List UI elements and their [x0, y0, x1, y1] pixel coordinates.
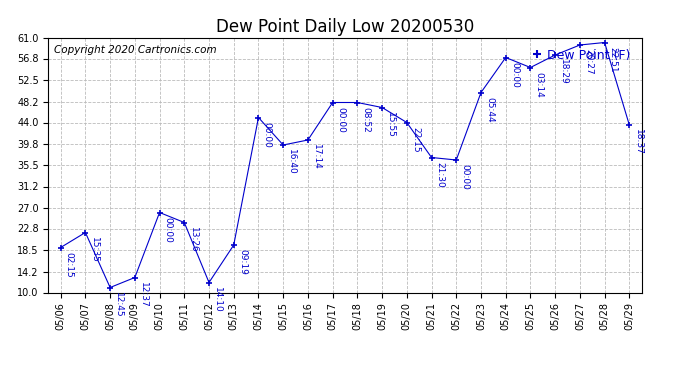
Text: 18:37: 18:37	[633, 129, 642, 155]
Text: Copyright 2020 Cartronics.com: Copyright 2020 Cartronics.com	[55, 45, 217, 55]
Text: 00:00: 00:00	[460, 164, 469, 190]
Text: 16:40: 16:40	[287, 149, 296, 175]
Text: 02:15: 02:15	[65, 252, 74, 278]
Text: 20:27: 20:27	[584, 49, 593, 75]
Text: 15:35: 15:35	[90, 237, 99, 262]
Text: 00:00: 00:00	[164, 217, 172, 243]
Text: 22:15: 22:15	[411, 127, 420, 152]
Text: 17:14: 17:14	[312, 144, 321, 170]
Text: 15:55: 15:55	[386, 112, 395, 138]
Text: 05:44: 05:44	[485, 97, 494, 122]
Title: Dew Point Daily Low 20200530: Dew Point Daily Low 20200530	[216, 18, 474, 36]
Text: 22:51: 22:51	[609, 46, 618, 72]
Text: 12:37: 12:37	[139, 282, 148, 308]
Text: 13:26: 13:26	[188, 226, 197, 252]
Text: 00:00: 00:00	[263, 122, 272, 147]
Text: 00:00: 00:00	[337, 106, 346, 132]
Text: 00:00: 00:00	[510, 62, 519, 87]
Text: 03:14: 03:14	[535, 72, 544, 98]
Legend: Dew Point (F): Dew Point (F)	[526, 44, 635, 67]
Text: 21:30: 21:30	[435, 162, 444, 188]
Text: 09:19: 09:19	[238, 249, 247, 275]
Text: 12:45: 12:45	[115, 292, 124, 317]
Text: 08:52: 08:52	[362, 106, 371, 132]
Text: 14:10: 14:10	[213, 286, 222, 312]
Text: 18:29: 18:29	[560, 59, 569, 85]
